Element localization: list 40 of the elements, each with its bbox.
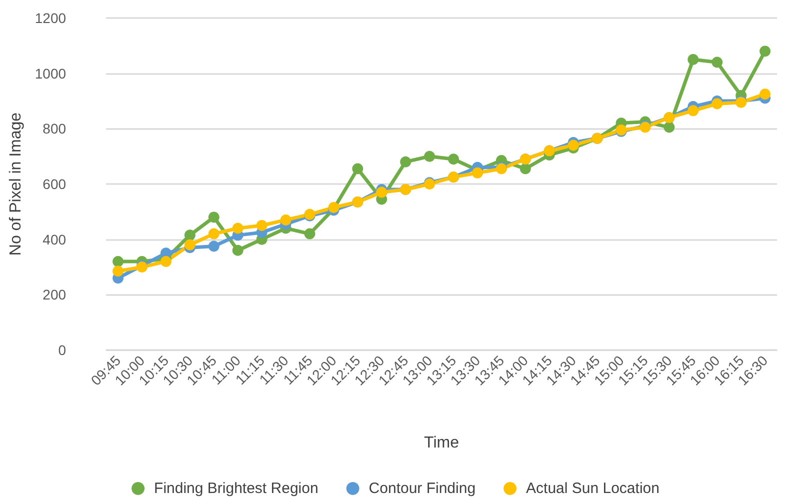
point <box>760 88 771 100</box>
y-tick-label: 0 <box>58 342 66 358</box>
y-tick-label: 200 <box>42 286 66 303</box>
y-tick-label: 400 <box>42 231 66 248</box>
point <box>256 220 268 231</box>
point <box>520 163 531 174</box>
point <box>232 222 244 234</box>
point <box>688 54 699 65</box>
point <box>160 256 172 267</box>
point <box>208 212 220 223</box>
legend-label: Contour Finding <box>368 480 476 497</box>
point <box>208 240 220 252</box>
y-tick-label: 1200 <box>34 10 66 26</box>
point <box>664 122 675 133</box>
y-axis-title: No of Pixel in Image <box>8 112 24 256</box>
point <box>304 228 316 240</box>
point <box>112 256 124 267</box>
y-tick-label: 600 <box>42 176 66 192</box>
legend-label: Actual Sun Location <box>526 480 660 497</box>
point <box>712 98 723 110</box>
point <box>184 239 196 250</box>
point <box>184 230 196 241</box>
point <box>472 167 483 178</box>
point <box>112 266 124 277</box>
legend-label: Finding Brightest Region <box>154 480 318 497</box>
point <box>208 228 220 240</box>
point <box>280 214 292 226</box>
x-axis-title: Time <box>424 434 460 452</box>
point <box>424 150 436 162</box>
point <box>352 163 364 174</box>
point <box>712 56 723 68</box>
point <box>376 186 388 198</box>
point <box>688 105 699 116</box>
y-tick-label: 1000 <box>34 65 66 82</box>
point <box>400 156 412 168</box>
point <box>448 154 460 165</box>
y-tick-label: 800 <box>42 120 66 137</box>
point <box>232 244 244 256</box>
point <box>568 140 579 151</box>
point <box>760 46 771 57</box>
